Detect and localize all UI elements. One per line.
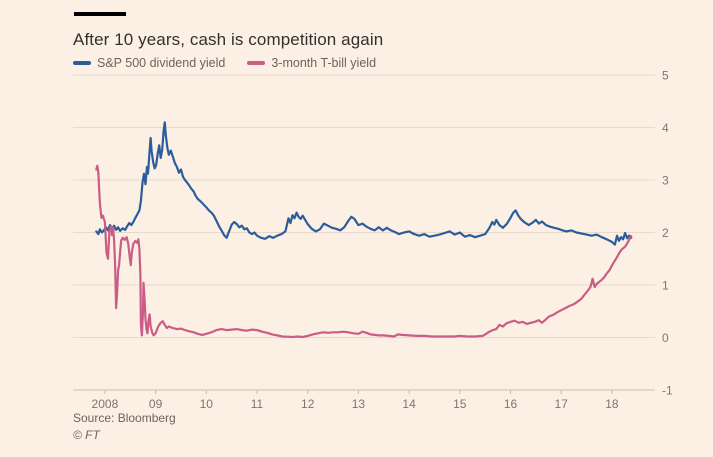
y-axis-tick-label: -1 [662, 384, 673, 398]
legend-item-tbill-yield: 3-month T-bill yield [247, 56, 376, 70]
x-axis-tick-label: 14 [402, 397, 416, 411]
y-axis-tick-label: 4 [662, 121, 669, 135]
x-axis-tick-label: 17 [555, 397, 569, 411]
series-line-tbill-yield [95, 164, 633, 339]
y-axis-tick-label: 0 [662, 331, 669, 345]
legend-swatch-tbill [247, 61, 266, 65]
x-axis-tick-label: 11 [251, 397, 264, 411]
x-axis-tick-label: 13 [352, 397, 366, 411]
y-axis-tick-label: 2 [662, 226, 669, 240]
x-axis-tick-label: 2008 [92, 397, 119, 411]
y-axis-tick-label: 3 [662, 174, 669, 188]
title-rule [74, 12, 126, 16]
x-axis-tick-label: 12 [301, 397, 315, 411]
x-axis-tick-label: 18 [605, 397, 619, 411]
y-axis-tick-label: 5 [662, 69, 669, 83]
y-axis-tick-label: 1 [662, 279, 669, 293]
legend-swatch-sp500 [73, 61, 91, 65]
x-axis-tick-label: 10 [200, 397, 214, 411]
chart-title: After 10 years, cash is competition agai… [73, 30, 384, 49]
x-axis-tick-label: 16 [504, 397, 518, 411]
series-line-sp500-dividend-yield [95, 121, 633, 246]
legend-item-sp500-dividend-yield: S&P 500 dividend yield [73, 56, 225, 70]
legend-label-sp500: S&P 500 dividend yield [97, 56, 226, 70]
legend-label-tbill: 3-month T-bill yield [271, 56, 377, 70]
source-credit: Source: Bloomberg [73, 411, 176, 425]
ft-copyright: © FT [73, 428, 100, 442]
x-axis-tick-label: 09 [149, 397, 163, 411]
x-axis-tick-label: 15 [453, 397, 467, 411]
chart-legend: S&P 500 dividend yield 3-month T-bill yi… [73, 56, 376, 70]
